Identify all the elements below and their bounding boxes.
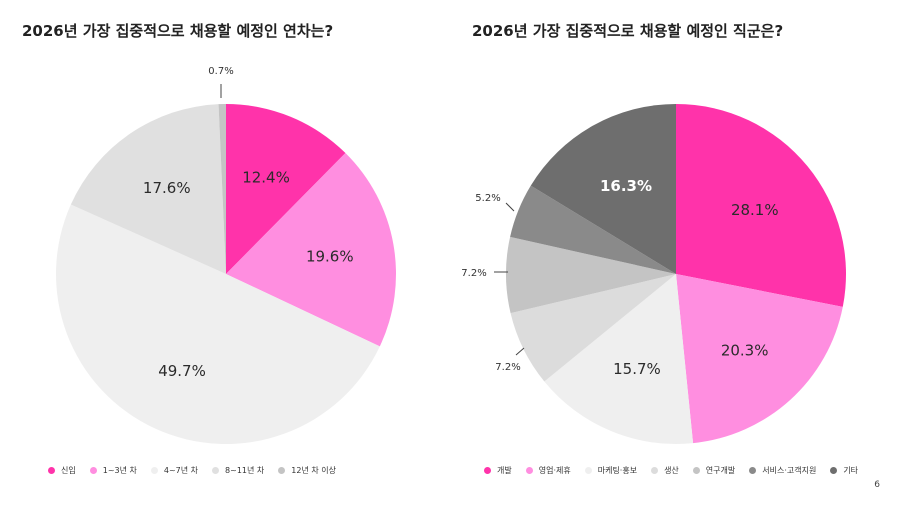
leader-line <box>505 202 515 212</box>
legend-swatch-icon <box>150 467 158 474</box>
chart-title: 2026년 가장 집중적으로 채용할 예정인 직군은? <box>472 22 784 40</box>
legend-item: 연구개발 <box>692 465 736 476</box>
slice-label: 17.6% <box>143 179 191 197</box>
pie-slice <box>530 104 676 274</box>
pie-slice <box>676 104 846 307</box>
legend-item: 8~11년 차 <box>212 465 264 476</box>
pie-slice <box>218 104 226 274</box>
leader-line <box>515 347 525 356</box>
legend-swatch-icon <box>651 467 659 474</box>
slice-label: 5.2% <box>475 193 500 204</box>
legend-item: 개발 <box>484 465 512 476</box>
slice-label: 7.2% <box>495 362 520 373</box>
legend-swatch-icon <box>692 467 700 474</box>
legend-swatch-icon <box>278 467 286 474</box>
legend-label: 신입 <box>61 466 76 475</box>
pie-slice <box>70 104 226 274</box>
legend-item: 12년 차 이상 <box>278 465 336 476</box>
page-number: 6 <box>874 480 880 490</box>
chart-panel-years: 2026년 가장 집중적으로 채용할 예정인 연차는? 12.4% 19.6% 49… <box>0 0 450 508</box>
pie-slice <box>226 153 396 347</box>
legend-item: 영업·제휴 <box>525 465 571 476</box>
slice-label: 7.2% <box>461 268 486 279</box>
legend-swatch-icon <box>525 467 533 474</box>
slice-label: 0.7% <box>208 66 233 77</box>
legend-swatch-icon <box>749 467 757 474</box>
pie-chart-jobs: 28.1% 20.3% 15.7% 7.2% 7.2% 5.2% 16.3% <box>461 104 846 444</box>
legend-item: 기타 <box>830 465 858 476</box>
slice-label: 20.3% <box>721 341 769 359</box>
pie-slice <box>226 104 346 274</box>
pie-slice <box>55 204 380 445</box>
slice-label: 12.4% <box>242 168 290 186</box>
slice-label: 28.1% <box>731 201 779 219</box>
legend-label: 기타 <box>843 466 859 475</box>
legend-label: 영업·제휴 <box>538 466 571 475</box>
legend-item: 신입 <box>48 465 76 476</box>
pie-slice <box>506 236 676 314</box>
pie-slice <box>544 274 694 444</box>
slice-label: 15.7% <box>613 360 661 378</box>
legend: 신입 1~3년 차 4~7년 차 8~11년 차 12년 차 이상 <box>48 465 350 476</box>
legend-swatch-icon <box>584 467 592 474</box>
legend-label: 개발 <box>497 466 512 475</box>
pie-slice <box>510 274 676 382</box>
chart-title: 2026년 가장 집중적으로 채용할 예정인 연차는? <box>22 22 334 40</box>
legend-label: 8~11년 차 <box>225 466 265 475</box>
legend-label: 연구개발 <box>705 466 736 475</box>
legend-label: 12년 차 이상 <box>291 466 337 475</box>
pie-slice <box>510 185 676 274</box>
slice-label: 16.3% <box>600 177 652 195</box>
slice-label: 49.7% <box>158 362 206 380</box>
pie-chart-years: 12.4% 19.6% 49.7% 17.6% 0.7% <box>55 66 396 445</box>
legend-item: 1~3년 차 <box>89 465 137 476</box>
legend-label: 4~7년 차 <box>163 466 199 475</box>
legend: 개발 영업·제휴 마케팅·홍보 생산 연구개발 서비스·고객지원 기타 <box>484 465 872 476</box>
legend-swatch-icon <box>212 467 220 474</box>
legend-label: 서비스·고객지원 <box>762 466 817 475</box>
legend-swatch-icon <box>48 467 55 474</box>
legend-label: 마케팅·홍보 <box>597 466 638 475</box>
legend-item: 마케팅·홍보 <box>584 465 638 476</box>
slice-label: 19.6% <box>306 248 354 266</box>
legend-label: 생산 <box>664 466 679 475</box>
legend-swatch-icon <box>830 467 838 474</box>
legend-item: 4~7년 차 <box>150 465 199 476</box>
legend-swatch-icon <box>89 467 97 474</box>
legend-swatch-icon <box>484 467 491 474</box>
legend-label: 1~3년 차 <box>102 466 137 475</box>
pie-slice <box>676 274 843 444</box>
legend-item: 생산 <box>651 465 679 476</box>
chart-panel-jobs: 2026년 가장 집중적으로 채용할 예정인 직군은? 28.1% 20.3% 15… <box>450 0 902 508</box>
legend-item: 서비스·고객지원 <box>749 465 816 476</box>
